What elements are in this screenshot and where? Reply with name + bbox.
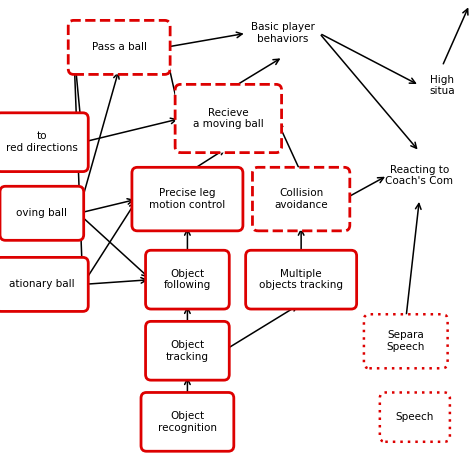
FancyBboxPatch shape — [146, 250, 229, 309]
FancyBboxPatch shape — [141, 392, 234, 451]
Text: Pass a ball: Pass a ball — [91, 42, 146, 53]
Text: oving ball: oving ball — [16, 208, 67, 219]
Text: Reacting to
Coach's Com: Reacting to Coach's Com — [385, 164, 454, 186]
Text: Recieve
a moving ball: Recieve a moving ball — [193, 108, 264, 129]
FancyBboxPatch shape — [364, 314, 447, 368]
Text: Speech: Speech — [396, 412, 434, 422]
Text: to
red directions: to red directions — [6, 131, 78, 153]
Text: Basic player
behaviors: Basic player behaviors — [251, 22, 315, 44]
Text: Separa
Speech: Separa Speech — [387, 330, 425, 352]
FancyBboxPatch shape — [0, 257, 88, 311]
FancyBboxPatch shape — [175, 84, 282, 153]
Text: Object
recognition: Object recognition — [158, 411, 217, 433]
Text: Multiple
objects tracking: Multiple objects tracking — [259, 269, 343, 291]
Text: Object
tracking: Object tracking — [166, 340, 209, 362]
FancyBboxPatch shape — [146, 321, 229, 380]
Text: Collision
avoidance: Collision avoidance — [274, 188, 328, 210]
FancyBboxPatch shape — [380, 392, 450, 442]
Text: ationary ball: ationary ball — [9, 279, 75, 290]
FancyBboxPatch shape — [68, 20, 170, 74]
Text: Precise leg
motion control: Precise leg motion control — [149, 188, 226, 210]
Text: High
situa: High situa — [429, 74, 455, 96]
FancyBboxPatch shape — [246, 250, 356, 309]
FancyBboxPatch shape — [253, 167, 350, 231]
FancyBboxPatch shape — [0, 186, 84, 240]
Text: Object
following: Object following — [164, 269, 211, 291]
FancyBboxPatch shape — [132, 167, 243, 231]
FancyBboxPatch shape — [0, 113, 88, 172]
